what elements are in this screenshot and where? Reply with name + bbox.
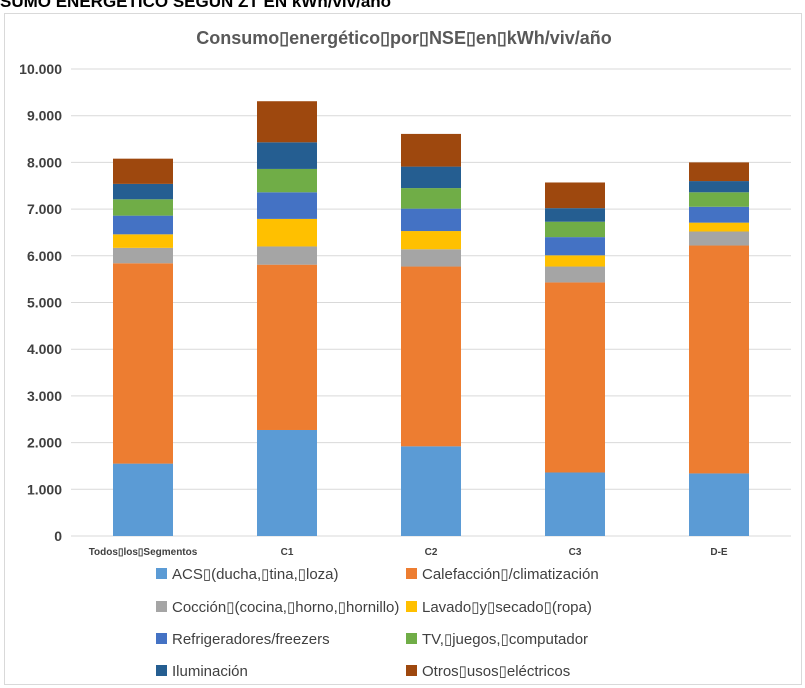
legend-swatch — [406, 633, 417, 644]
legend-swatch — [156, 568, 167, 579]
bar-segment — [257, 168, 317, 193]
legend-label: TV,▯juegos,▯computador — [422, 631, 588, 648]
y-tick-label: 5.000 — [27, 295, 62, 311]
y-tick-label: 7.000 — [27, 201, 62, 217]
bar-segment — [545, 182, 605, 209]
bar-segment — [689, 192, 749, 207]
x-tick-label: C2 — [425, 547, 438, 558]
bar-segment — [401, 133, 461, 167]
legend-label: Otros▯usos▯eléctricos — [422, 663, 570, 680]
bar-segment — [689, 181, 749, 193]
chart-area: Consumo▯energético▯por▯NSE▯en▯kWh/viv/añ… — [4, 13, 802, 685]
y-tick-label: 2.000 — [27, 435, 62, 451]
y-tick-label: 9.000 — [27, 108, 62, 124]
bar-segment — [113, 183, 173, 200]
bar-segment — [545, 255, 605, 267]
x-tick-label: C3 — [569, 547, 582, 558]
bar-segment — [257, 246, 317, 265]
legend-label: Cocción▯(cocina,▯horno,▯hornillo) — [172, 599, 399, 616]
bar-segment — [545, 208, 605, 222]
bar-segment — [113, 215, 173, 235]
legend-label: Iluminación — [172, 663, 248, 680]
bar-segment — [401, 231, 461, 250]
bars — [113, 101, 749, 536]
bar-segment — [113, 234, 173, 248]
legend-label: Calefacción▯/climatización — [422, 566, 599, 583]
bar-segment — [401, 166, 461, 189]
bar-segment — [113, 199, 173, 216]
bar-segment — [257, 429, 317, 536]
bar-segment — [689, 245, 749, 474]
bar-segment — [689, 231, 749, 246]
legend: ACS▯(ducha,▯tina,▯loza) Calefacción▯/clim… — [156, 566, 599, 680]
y-tick-label: 1.000 — [27, 481, 62, 497]
y-tick-label: 3.000 — [27, 388, 62, 404]
bar-segment — [545, 472, 605, 536]
bar-segment — [257, 101, 317, 143]
bar-segment — [689, 473, 749, 536]
y-tick-label: 6.000 — [27, 248, 62, 264]
chart-title: Consumo▯energético▯por▯NSE▯en▯kWh/viv/añ… — [196, 28, 612, 48]
bar-segment — [401, 249, 461, 267]
x-tick-label: Todos▯los▯Segmentos — [89, 547, 198, 558]
legend-swatch — [406, 601, 417, 612]
bar-segment — [401, 188, 461, 209]
bar-segment — [113, 247, 173, 264]
x-tick-label: D-E — [710, 547, 728, 558]
legend-label: ACS▯(ducha,▯tina,▯loza) — [172, 566, 339, 583]
x-tick-label: C1 — [281, 547, 294, 558]
bar-segment — [401, 266, 461, 447]
legend-swatch — [406, 665, 417, 676]
bar-segment — [545, 266, 605, 283]
bar-segment — [689, 162, 749, 182]
bar-segment — [113, 158, 173, 184]
bar-segment — [257, 218, 317, 247]
bar-segment — [401, 446, 461, 536]
bar-segment — [689, 206, 749, 223]
bar-segment — [257, 264, 317, 430]
bar-segment — [113, 263, 173, 464]
bar-segment — [545, 237, 605, 256]
bar-segment — [545, 282, 605, 473]
bar-segment — [257, 142, 317, 169]
legend-swatch — [406, 568, 417, 579]
page-heading: SUMO ENERGÉTICO SEGÚN ZT EN kWh/viv/año — [0, 0, 392, 11]
bar-segment — [545, 221, 605, 238]
bar-segment — [689, 222, 749, 232]
y-tick-label: 8.000 — [27, 154, 62, 170]
x-axis-ticks: Todos▯los▯Segmentos C1 C2 C3 D-E — [89, 547, 728, 558]
bar-segment — [401, 208, 461, 232]
legend-swatch — [156, 601, 167, 612]
legend-swatch — [156, 633, 167, 644]
bar-segment — [113, 463, 173, 536]
stacked-bar-chart: Consumo▯energético▯por▯NSE▯en▯kWh/viv/añ… — [19, 28, 791, 680]
y-tick-label: 4.000 — [27, 341, 62, 357]
y-tick-label: 0 — [54, 528, 62, 544]
bar-segment — [257, 192, 317, 219]
legend-label: Lavado▯y▯secado▯(ropa) — [422, 599, 592, 616]
legend-label: Refrigeradores/freezers — [172, 631, 330, 648]
y-axis-ticks: 0 1.000 2.000 3.000 4.000 5.000 6.000 7.000 8.00… — [19, 61, 62, 544]
y-tick-label: 10.000 — [19, 61, 62, 77]
legend-swatch — [156, 665, 167, 676]
